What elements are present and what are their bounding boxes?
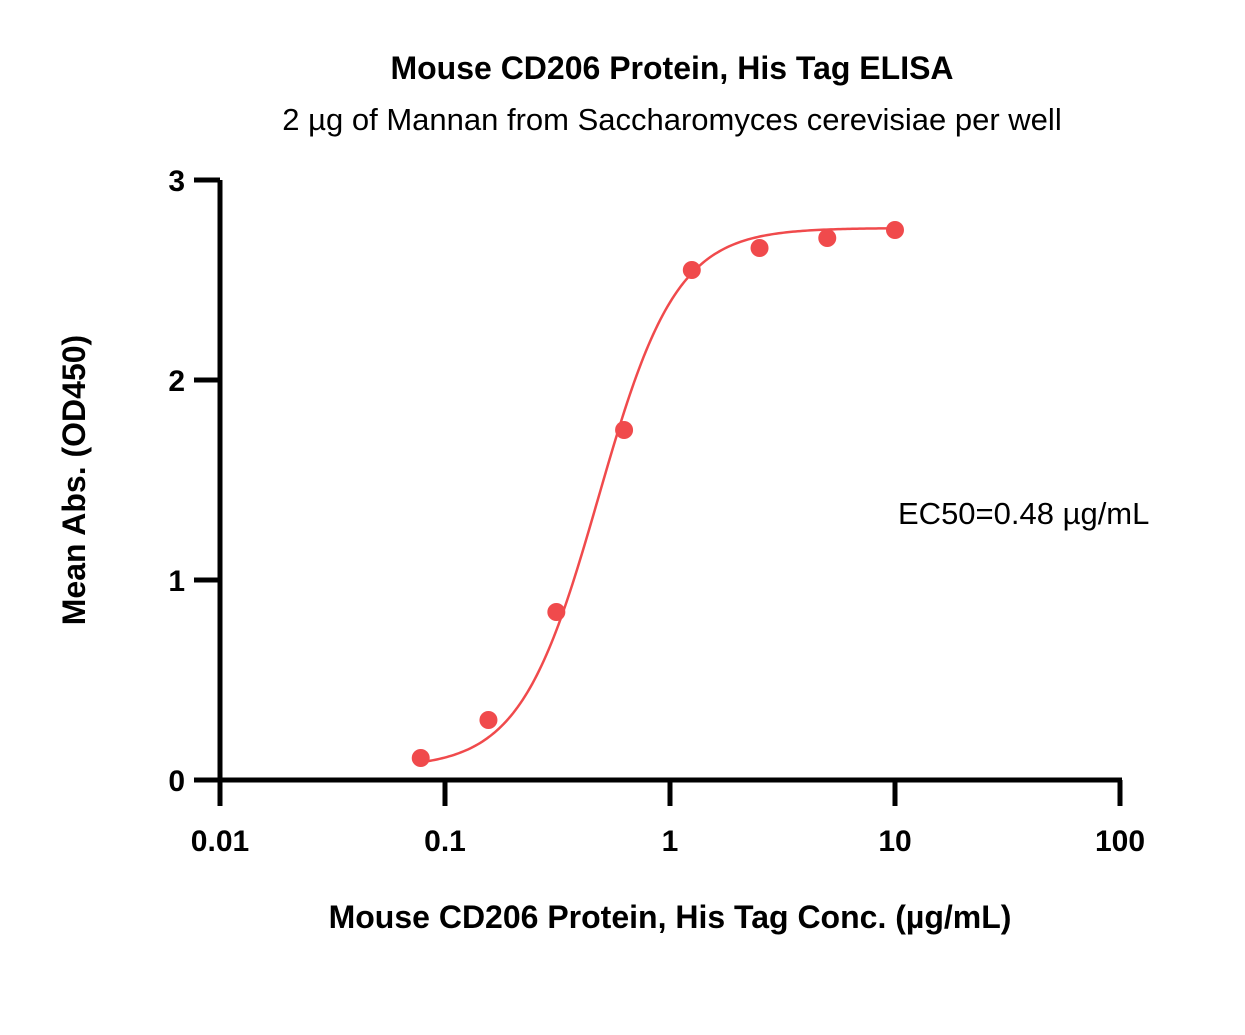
x-tick-label: 10 xyxy=(878,825,911,858)
data-point xyxy=(818,229,837,247)
data-point xyxy=(886,221,904,239)
x-tick-label: 0.01 xyxy=(191,825,249,858)
data-point xyxy=(479,711,498,729)
data-point xyxy=(750,239,769,257)
x-tick-label: 0.1 xyxy=(424,825,466,858)
y-tick-label: 1 xyxy=(168,565,185,598)
data-point xyxy=(411,749,430,767)
fit-curve xyxy=(420,227,896,764)
x-tick-label: 1 xyxy=(662,825,679,858)
x-tick-label: 100 xyxy=(1095,825,1145,858)
data-point xyxy=(547,603,566,621)
y-tick-label: 3 xyxy=(168,165,185,198)
y-tick-label: 0 xyxy=(168,765,185,798)
data-points xyxy=(411,221,904,767)
y-tick-label: 2 xyxy=(168,365,185,398)
y-axis-title: Mean Abs. (OD450) xyxy=(56,335,92,625)
data-point xyxy=(682,261,701,279)
chart-subtitle: 2 µg of Mannan from Saccharomyces cerevi… xyxy=(282,102,1061,137)
data-point xyxy=(615,421,634,439)
chart-title: Mouse CD206 Protein, His Tag ELISA xyxy=(390,50,953,86)
x-axis-title: Mouse CD206 Protein, His Tag Conc. (µg/m… xyxy=(329,899,1012,935)
axes: 0 1 2 3 0.01 0.1 1 10 100 xyxy=(168,165,1145,858)
fit-curve-layer xyxy=(420,227,896,764)
ec50-annotation: EC50=0.48 µg/mL xyxy=(898,496,1149,531)
